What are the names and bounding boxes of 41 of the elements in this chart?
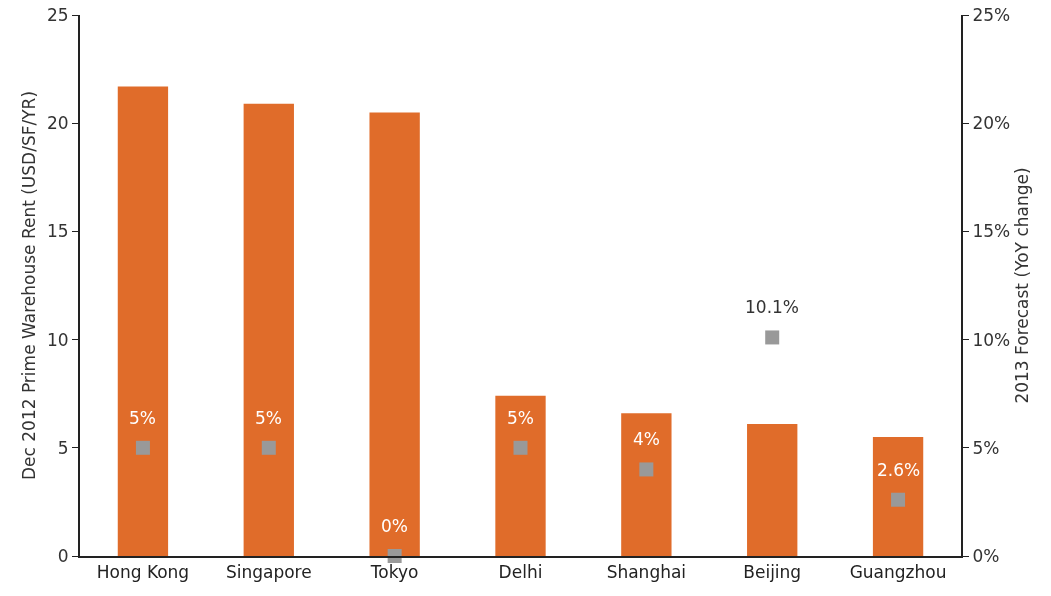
x-tick-label: Delhi <box>498 562 543 583</box>
x-tick-label: Beijing <box>743 562 802 583</box>
data-label: 5% <box>129 408 156 428</box>
bar <box>747 424 798 556</box>
bar <box>621 413 672 556</box>
y2-tick-label: 5% <box>972 437 1000 458</box>
data-label: 10.1% <box>745 297 800 317</box>
data-label: 2.6% <box>877 460 921 480</box>
point <box>891 492 906 507</box>
data-label: 5% <box>507 408 534 428</box>
y2-tick-label: 0% <box>972 545 1000 566</box>
data-label: 4% <box>633 429 660 449</box>
bar <box>243 103 294 556</box>
y2-axis-title: 2013 Forecast (YoY change) <box>1012 167 1033 404</box>
y-tick-label: 20 <box>46 113 69 134</box>
y2-tick-label: 10% <box>972 329 1011 350</box>
point <box>765 330 780 345</box>
y2-tick-label: 25% <box>972 4 1011 25</box>
y-tick-label: 25 <box>46 4 69 25</box>
bar <box>872 436 924 556</box>
bar <box>495 395 546 556</box>
y-tick-label: 10 <box>46 329 69 350</box>
point <box>135 440 150 455</box>
x-tick-label: Guangzhou <box>849 562 947 583</box>
bar <box>117 86 169 556</box>
point <box>261 440 276 455</box>
x-tick-label: Shanghai <box>606 562 687 583</box>
data-label: 5% <box>255 408 282 428</box>
y2-tick-label: 15% <box>972 221 1011 242</box>
point <box>639 462 654 477</box>
y-tick-label: 5 <box>57 437 69 458</box>
x-tick-label: Hong Kong <box>96 562 190 583</box>
data-label: 0% <box>381 516 408 536</box>
y-tick-label: 15 <box>46 221 69 242</box>
x-tick-label: Singapore <box>225 562 312 583</box>
point <box>513 440 528 455</box>
x-tick-label: Tokyo <box>369 562 419 583</box>
bar <box>369 112 420 556</box>
y2-tick-label: 20% <box>972 113 1011 134</box>
y-tick-label: 0 <box>57 545 69 566</box>
y-axis-title: Dec 2012 Prime Warehouse Rent (USD/SF/YR) <box>19 90 39 481</box>
